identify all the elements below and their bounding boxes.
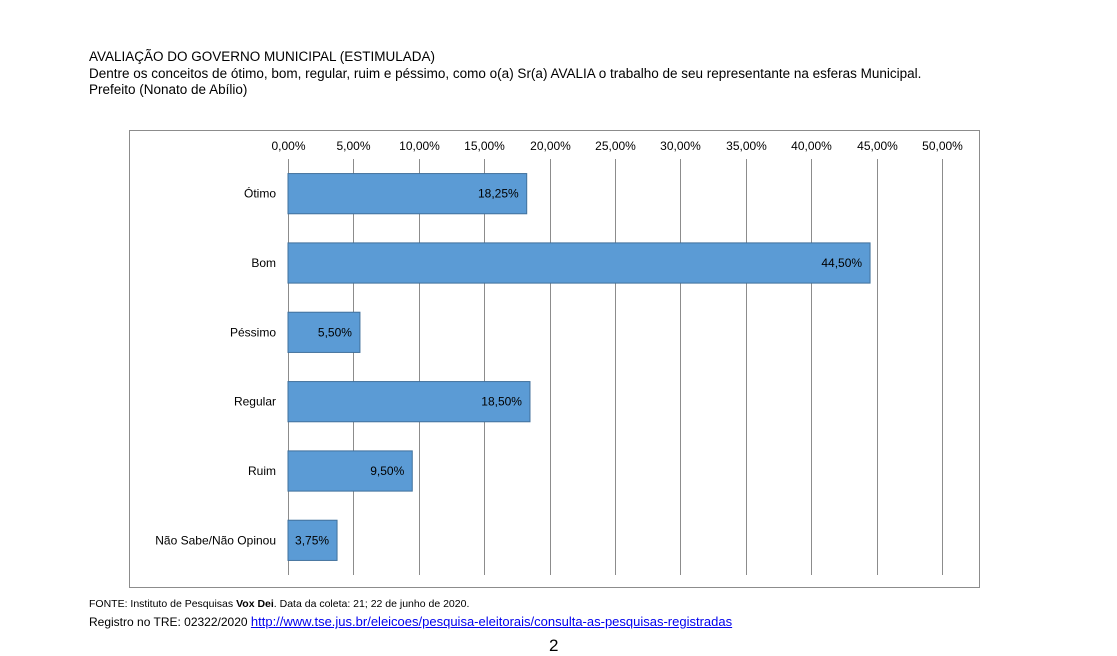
x-tick-label: 40,00%: [791, 139, 832, 153]
bar-chart: 0,00% 5,00% 10,00% 15,00% 20,00% 25,00% 30,00%…: [155, 139, 963, 575]
source-name: Vox Dei: [236, 598, 274, 610]
x-tick-label: 45,00%: [857, 139, 898, 153]
x-tick-label: 35,00%: [726, 139, 767, 153]
data-label: 9,50%: [370, 464, 404, 478]
category-label: Regular: [234, 395, 276, 409]
category-label: Péssimo: [230, 325, 276, 339]
x-tick-label: 50,00%: [922, 139, 963, 153]
bar: [287, 450, 413, 492]
bar: [287, 381, 531, 423]
data-label: 44,50%: [821, 256, 862, 270]
x-tick-label: 0,00%: [271, 139, 305, 153]
x-tick-label: 10,00%: [399, 139, 440, 153]
source-note: FONTE: Instituto de Pesquisas Vox Dei. D…: [89, 598, 469, 610]
data-label: 3,75%: [295, 533, 329, 547]
page-number: 2: [549, 636, 559, 655]
data-label: 18,50%: [481, 395, 522, 409]
registry-link[interactable]: http://www.tse.jus.br/eleicoes/pesquisa-…: [250, 614, 733, 629]
registry-note: Registro no TRE: 02322/2020 http://www.t…: [89, 614, 732, 629]
bar: [287, 311, 361, 353]
bar: [287, 519, 338, 561]
subtitle-text: Prefeito (Nonato de Abílio): [89, 82, 248, 97]
bar: [287, 173, 528, 215]
data-label: 18,25%: [478, 187, 519, 201]
category-label: Ruim: [248, 464, 276, 478]
x-tick-label: 5,00%: [336, 139, 370, 153]
bar: [287, 242, 871, 284]
header: AVALIAÇÃO DO GOVERNO MUNICIPAL (ESTIMULA…: [89, 49, 1034, 99]
page-title: AVALIAÇÃO DO GOVERNO MUNICIPAL (ESTIMULA…: [89, 49, 436, 64]
category-label: Não Sabe/Não Opinou: [155, 533, 276, 547]
category-label: Bom: [251, 256, 276, 270]
category-label: Ótimo: [244, 186, 276, 201]
x-tick-label: 25,00%: [595, 139, 636, 153]
chart-container: 0,00% 5,00% 10,00% 15,00% 20,00% 25,00% 30,00%…: [129, 130, 980, 588]
x-tick-label: 15,00%: [464, 139, 505, 153]
x-tick-label: 30,00%: [660, 139, 701, 153]
data-label: 5,50%: [318, 325, 352, 339]
source-suffix: . Data da coleta: 21; 22 de junho de 202…: [273, 598, 470, 610]
source-prefix: FONTE: Instituto de Pesquisas: [89, 598, 237, 610]
question-text: Dentre os conceitos de ótimo, bom, regul…: [89, 65, 922, 81]
x-tick-label: 20,00%: [530, 139, 571, 153]
registry-prefix: Registro no TRE: 02322/2020: [89, 615, 251, 629]
